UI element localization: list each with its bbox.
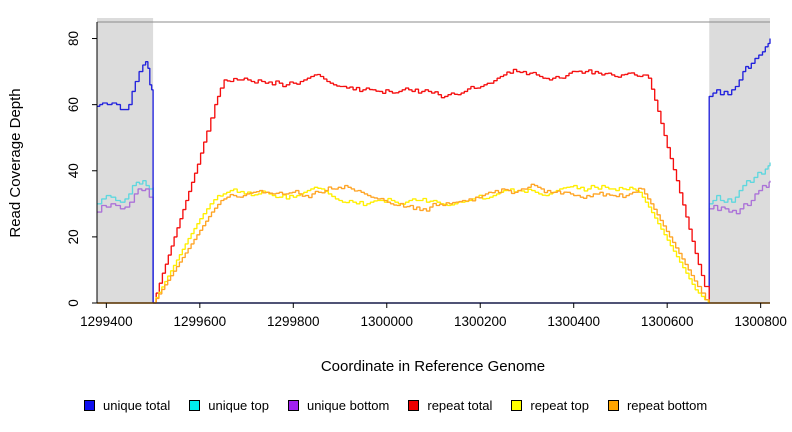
x-tick-label: 1300400	[547, 314, 600, 329]
y-tick-label: 60	[66, 97, 81, 112]
legend-item-repeat-top: repeat top	[511, 398, 589, 413]
legend-label: unique top	[208, 398, 269, 413]
legend-swatch-icon	[84, 400, 95, 411]
axes: 1299400 1299600 1299800 1300000 1300200 13004…	[66, 22, 787, 329]
legend: unique total unique top unique bottom repea…	[84, 398, 707, 413]
legend-swatch-icon	[408, 400, 420, 411]
x-axis-title: Coordinate in Reference Genome	[321, 358, 545, 375]
x-tick-label: 1299800	[267, 314, 320, 329]
y-tick-label: 40	[66, 163, 81, 178]
legend-item-unique-top: unique top	[189, 398, 269, 413]
legend-label: repeat top	[530, 398, 589, 413]
shaded-region	[709, 18, 770, 303]
shaded-region	[97, 18, 154, 303]
x-tick-label: 1300600	[641, 314, 694, 329]
x-tick-label: 1300000	[360, 314, 413, 329]
legend-item-unique-bottom: unique bottom	[287, 398, 390, 413]
y-tick-label: 20	[66, 229, 81, 244]
x-tick-label: 1300800	[734, 314, 787, 329]
series-line-repeat-bottom	[97, 183, 770, 304]
shaded-regions	[97, 18, 770, 303]
legend-swatch-icon	[287, 400, 299, 411]
legend-item-unique-total: unique total	[84, 398, 170, 413]
legend-label: unique bottom	[306, 398, 390, 413]
x-tick-label: 1299600	[174, 314, 227, 329]
y-tick-label: 0	[66, 299, 81, 307]
series-line-unique-bottom	[97, 180, 771, 304]
series-line-repeat-total	[97, 68, 770, 304]
legend-label: unique total	[103, 398, 171, 413]
legend-label: repeat bottom	[626, 398, 708, 413]
legend-label: repeat total	[427, 398, 493, 413]
y-axis-title: Read Coverage Depth	[7, 88, 24, 237]
y-tick-label: 80	[66, 31, 81, 46]
legend-swatch-icon	[511, 400, 523, 411]
legend-item-repeat-bottom: repeat bottom	[607, 398, 708, 413]
legend-swatch-icon	[607, 400, 619, 411]
legend-item-repeat-total: repeat total	[408, 398, 492, 413]
series-line-repeat-top	[97, 184, 770, 304]
series-lines	[97, 38, 771, 304]
x-tick-label: 1300200	[454, 314, 507, 329]
x-tick-label: 1299400	[80, 314, 133, 329]
legend-swatch-icon	[189, 400, 201, 411]
